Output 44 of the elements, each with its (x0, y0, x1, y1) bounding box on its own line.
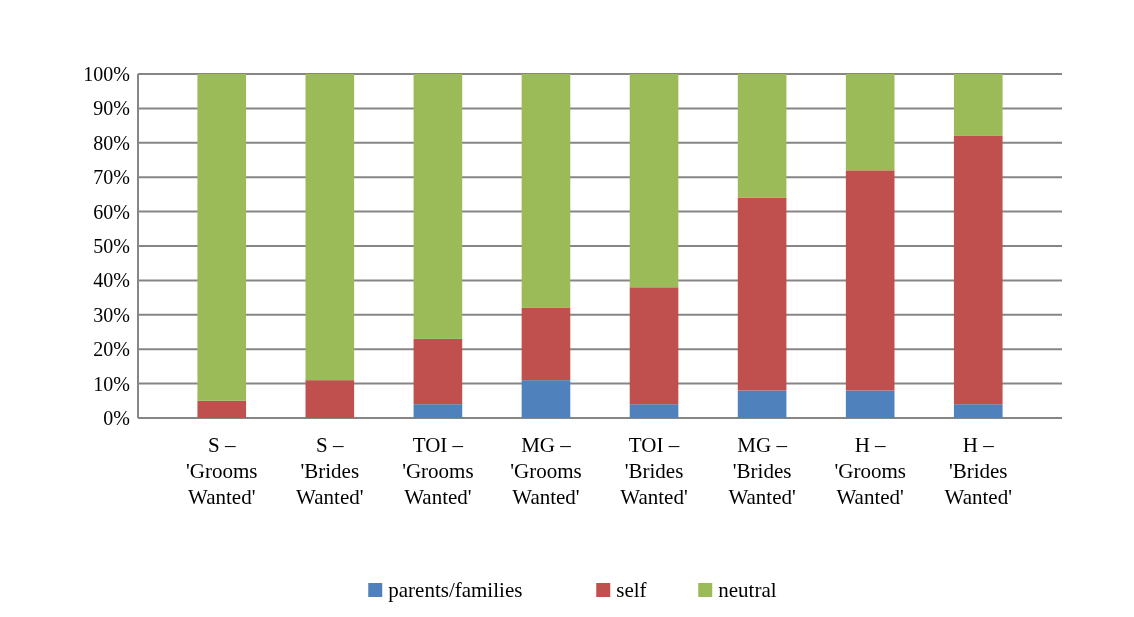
x-tick-label: TOI – 'Grooms Wanted' (402, 433, 474, 509)
legend-label: self (616, 578, 647, 603)
bar (845, 390, 895, 418)
bar (521, 307, 571, 381)
y-tick-label: 40% (93, 269, 130, 292)
bar (629, 287, 679, 405)
x-tick-label: TOI – 'Brides Wanted' (620, 433, 688, 509)
y-tick-label: 20% (93, 338, 130, 361)
bar (845, 74, 895, 171)
bar (737, 390, 787, 418)
bar (521, 74, 571, 308)
bar (845, 170, 895, 391)
x-tick-label: S – 'Grooms Wanted' (186, 433, 258, 509)
y-tick-label: 90% (93, 97, 130, 120)
bar (737, 74, 787, 198)
bar (737, 197, 787, 391)
x-tick-label: H – 'Brides Wanted' (944, 433, 1012, 509)
y-tick-label: 50% (93, 235, 130, 257)
bar (305, 380, 355, 418)
y-tick-label: 60% (93, 200, 130, 223)
x-tick-label: H – 'Grooms Wanted' (834, 433, 906, 509)
y-tick-label: 100% (83, 63, 130, 85)
y-tick-label: 80% (93, 131, 130, 154)
bar (413, 74, 463, 339)
x-tick-label: MG – 'Brides Wanted' (728, 433, 796, 509)
bar (197, 400, 247, 418)
bar (413, 338, 463, 405)
bar (197, 74, 247, 401)
bar (413, 404, 463, 418)
bar (629, 404, 679, 418)
bar (953, 404, 1003, 418)
bar (521, 380, 571, 418)
x-tick-label: S – 'Brides Wanted' (296, 433, 364, 509)
y-tick-label: 0% (103, 407, 130, 429)
y-tick-label: 30% (93, 303, 130, 326)
bar (629, 74, 679, 288)
y-tick-label: 70% (93, 166, 130, 189)
legend-label: neutral (718, 578, 777, 603)
x-tick-label: MG – 'Grooms Wanted' (510, 433, 582, 509)
bar (953, 74, 1003, 136)
bar (953, 135, 1003, 405)
bar (305, 74, 355, 381)
y-tick-label: 10% (93, 372, 130, 395)
legend-label: parents/families (388, 578, 523, 603)
